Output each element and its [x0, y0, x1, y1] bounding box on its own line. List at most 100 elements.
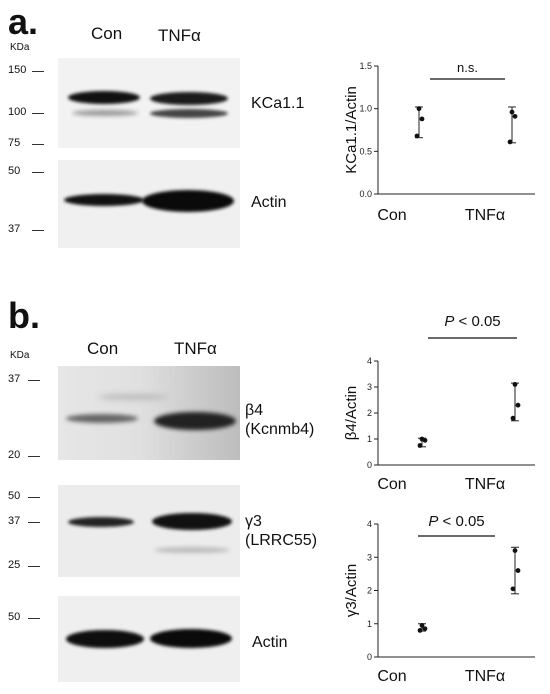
p-symbol: P	[444, 313, 454, 330]
x-category-label: TNFα	[465, 476, 505, 493]
data-point	[417, 628, 423, 633]
x-category-label: TNFα	[465, 207, 505, 224]
chart-beta4: 0 1 2 3 4 β4/Actin Con TNFα P < 0.05	[343, 313, 535, 493]
actin-blot-a	[58, 160, 240, 248]
marker-150: 150	[8, 64, 27, 76]
panel-b-letter: b.	[8, 295, 40, 336]
data-point	[419, 116, 425, 122]
beta4-band-con	[66, 414, 138, 423]
marker-tick	[28, 618, 40, 619]
y-tick-label: 0	[367, 460, 372, 470]
y-tick-label: 3	[367, 552, 372, 562]
panel-a-lane-tnfa: TNFα	[158, 26, 201, 45]
y-axis-label: β4/Actin	[343, 386, 360, 441]
marker-b37: 37	[8, 373, 21, 385]
data-point	[414, 133, 420, 139]
kca-band-con	[68, 91, 140, 104]
marker-50: 50	[8, 165, 21, 177]
gamma3-label-line1: γ3	[245, 513, 262, 530]
actin-band-label-b: Actin	[252, 634, 288, 651]
p-symbol: P	[428, 513, 438, 530]
p-threshold: < 0.05	[438, 513, 484, 530]
actin-blot-b	[58, 596, 240, 682]
y-tick-label: 2	[367, 408, 372, 418]
gamma3-band-tnfa	[152, 513, 232, 530]
x-category-label: TNFα	[465, 668, 505, 685]
kca-lower-band-con	[72, 110, 138, 116]
marker-75: 75	[8, 137, 21, 149]
significance-label: P < 0.05	[444, 313, 500, 330]
marker-tick	[28, 380, 40, 381]
data-point	[510, 415, 516, 421]
marker-b50: 50	[8, 490, 21, 502]
panel-a-letter: a.	[8, 1, 39, 42]
y-tick-label: 1.0	[359, 104, 372, 114]
actin-band-con	[64, 194, 144, 206]
marker-tick	[32, 113, 44, 114]
marker-37: 37	[8, 223, 21, 235]
marker-b20: 20	[8, 449, 21, 461]
kca-blot	[58, 58, 240, 148]
marker-b25: 25	[8, 559, 21, 571]
beta4-blot	[58, 366, 240, 460]
marker-b37b: 37	[8, 515, 21, 527]
significance-label: P < 0.05	[428, 513, 484, 530]
significance-label: n.s.	[457, 60, 478, 75]
y-tick-label: 2	[367, 586, 372, 596]
chart-kca: 0.0 0.5 1.0 1.5 KCa1.1/Actin Con TNFα n.s.	[343, 60, 535, 224]
beta4-band-label: β4 (Kcnmb4)	[245, 401, 314, 439]
chart-gamma3: 0 1 2 3 4 γ3/Actin Con TNFα P < 0.05	[343, 513, 535, 685]
y-tick-label: 1	[367, 434, 372, 444]
kca-lower-band-tnfa	[150, 109, 228, 118]
panel-a-lane-con: Con	[91, 24, 123, 43]
actin-b-band-tnfa	[150, 629, 232, 648]
actin-b-band-con	[66, 630, 144, 648]
beta4-faint-band	[98, 394, 168, 400]
beta4-band-tnfa	[154, 412, 236, 430]
x-category-label: Con	[377, 668, 406, 685]
marker-tick	[32, 230, 44, 231]
data-point	[422, 626, 428, 632]
marker-tick	[28, 522, 40, 523]
beta4-label-line2: (Kcnmb4)	[245, 421, 315, 438]
panel-b-kda-label: KDa	[10, 350, 30, 361]
y-tick-label: 3	[367, 382, 372, 392]
marker-tick	[28, 497, 40, 498]
y-tick-label: 4	[367, 519, 372, 529]
panel-b-lane-con: Con	[87, 339, 119, 358]
data-point	[416, 106, 422, 112]
data-point	[507, 139, 513, 145]
y-tick-label: 1.5	[359, 61, 372, 71]
data-point	[510, 586, 516, 592]
data-point	[417, 443, 423, 448]
gamma3-band-label: γ3 (LRRC55)	[245, 512, 317, 550]
panel-a-kda-label: KDa	[10, 42, 30, 53]
actin-band-label-a: Actin	[251, 194, 287, 211]
data-point	[515, 402, 521, 408]
kca-band-tnfa	[150, 92, 228, 105]
y-tick-label: 1	[367, 619, 372, 629]
y-axis-label: KCa1.1/Actin	[343, 86, 360, 174]
actin-band-tnfa	[142, 190, 234, 212]
data-point	[512, 548, 518, 553]
marker-tick	[32, 144, 44, 145]
panel-b-lane-tnfa: TNFα	[174, 339, 217, 358]
x-category-label: Con	[377, 207, 406, 224]
y-tick-label: 0.0	[359, 189, 372, 199]
data-point	[419, 623, 425, 628]
gamma3-faint-band	[154, 547, 230, 553]
p-threshold: < 0.05	[454, 313, 500, 330]
beta4-label-line1: β4	[245, 402, 264, 419]
marker-b50c: 50	[8, 611, 21, 623]
kca-band-label: KCa1.1	[251, 95, 305, 112]
y-tick-label: 0.5	[359, 146, 372, 156]
gamma3-blot	[58, 485, 240, 577]
gamma3-band-con	[68, 517, 134, 527]
gamma3-label-line2: (LRRC55)	[245, 532, 318, 549]
data-point	[515, 568, 521, 573]
marker-tick	[28, 456, 40, 457]
data-point	[512, 113, 518, 119]
data-point	[422, 437, 428, 443]
marker-tick	[32, 71, 44, 72]
marker-tick	[32, 172, 44, 173]
